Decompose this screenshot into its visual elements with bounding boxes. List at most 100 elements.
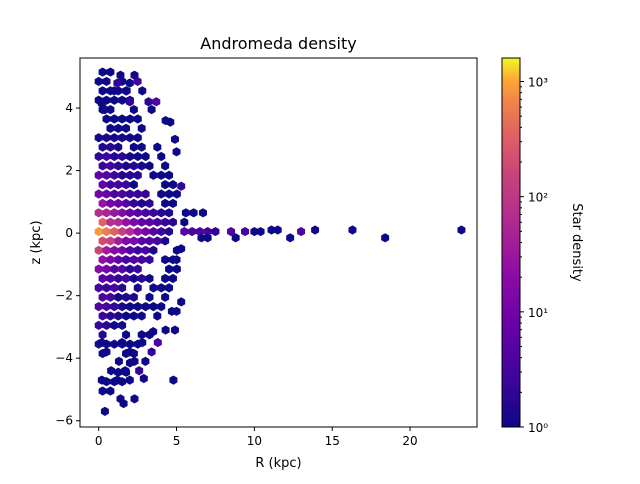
hex-bin <box>170 134 179 144</box>
hex-bin <box>114 255 123 265</box>
hex-bin <box>110 208 119 218</box>
hex-bin <box>165 283 174 293</box>
hex-bin <box>113 375 122 385</box>
hex-bin <box>114 123 123 133</box>
hex-bin <box>102 208 111 218</box>
hex-bin <box>106 67 115 77</box>
hex-bin <box>161 180 170 190</box>
hex-bin <box>102 302 111 312</box>
hex-bin <box>119 398 128 409</box>
hex-bin <box>97 337 106 348</box>
hex-bin <box>110 86 119 96</box>
hex-bin <box>114 311 123 321</box>
hex-bin <box>141 226 150 237</box>
hex-bin <box>106 255 115 265</box>
hex-bin <box>250 226 259 237</box>
x-tick-label: 15 <box>325 434 340 448</box>
hex-bin <box>107 366 116 376</box>
hex-bin <box>102 264 111 274</box>
hex-bin <box>137 255 146 265</box>
hex-bin <box>98 236 107 246</box>
hex-bin <box>165 208 174 218</box>
hex-bin <box>102 170 111 180</box>
hex-bin <box>241 226 250 237</box>
hex-bin <box>129 198 138 209</box>
hex-bin <box>114 273 123 284</box>
hex-bin <box>137 198 146 209</box>
hex-bin <box>141 356 150 366</box>
hex-bin <box>137 142 146 152</box>
hex-bin <box>118 320 127 330</box>
hex-bin <box>172 189 181 199</box>
hex-bin <box>129 236 138 246</box>
hex-bin <box>165 226 174 237</box>
hex-bin <box>135 366 144 376</box>
hex-bin <box>106 386 115 396</box>
hex-bin <box>94 264 103 274</box>
hex-bin <box>203 226 212 237</box>
hex-bin <box>157 226 166 237</box>
hex-bin <box>106 273 115 284</box>
hex-bin <box>133 208 142 218</box>
hex-bin <box>161 198 170 209</box>
hex-bin <box>125 339 134 349</box>
hex-bin <box>180 217 189 227</box>
hex-bin <box>118 226 127 237</box>
hex-bin <box>94 283 103 293</box>
hex-bin <box>125 189 134 199</box>
hex-bin <box>161 273 170 284</box>
hex-bin <box>94 189 103 199</box>
hex-bin <box>161 217 170 227</box>
hex-bin <box>227 226 235 237</box>
hex-bin <box>106 217 115 227</box>
hex-bin <box>110 264 119 274</box>
hex-bin <box>297 226 306 237</box>
hex-bin <box>153 311 162 321</box>
hex-bin <box>133 133 142 143</box>
hex-bin <box>149 327 158 337</box>
hex-bin <box>138 337 147 348</box>
hex-bin <box>106 198 115 209</box>
hex-bin <box>118 283 127 293</box>
hex-bin <box>168 217 177 227</box>
hex-bin <box>189 208 198 218</box>
hex-bin <box>157 302 166 312</box>
x-tick-label: 20 <box>402 434 417 448</box>
hex-bin <box>106 292 115 302</box>
hex-bin <box>114 217 123 227</box>
colorbar-tick-label: 10¹ <box>528 306 548 320</box>
hex-bin <box>122 86 131 96</box>
hex-bin <box>98 273 107 284</box>
hex-bin <box>114 198 123 209</box>
hex-bin <box>98 292 107 302</box>
hex-bin <box>94 170 103 180</box>
hex-bin <box>168 180 177 190</box>
hex-bin <box>133 170 142 180</box>
hex-bin <box>197 233 206 243</box>
hex-bin <box>94 76 103 87</box>
hex-bin <box>129 255 138 265</box>
hex-bin <box>152 97 161 107</box>
hex-bin <box>157 283 166 293</box>
hex-bin <box>118 114 127 124</box>
hex-bin <box>161 292 170 302</box>
hex-bin <box>147 104 156 115</box>
hex-bin <box>102 114 111 124</box>
hex-bin <box>118 337 127 348</box>
hex-bin <box>116 70 125 80</box>
hex-bin <box>141 208 150 218</box>
hex-bin <box>149 170 158 180</box>
hex-bin <box>122 311 131 321</box>
hex-bin <box>98 330 107 340</box>
hex-bin <box>118 245 127 255</box>
hex-bin <box>114 161 123 171</box>
hex-bin <box>125 302 134 312</box>
hex-bin <box>125 226 134 237</box>
y-axis-label: z (kpc) <box>29 220 44 264</box>
hex-bin <box>114 356 123 366</box>
y-tick-label: −4 <box>55 351 73 365</box>
hex-bin <box>169 375 178 385</box>
hex-bin <box>149 302 158 312</box>
hex-bin <box>118 95 127 105</box>
hex-bin <box>145 161 154 171</box>
